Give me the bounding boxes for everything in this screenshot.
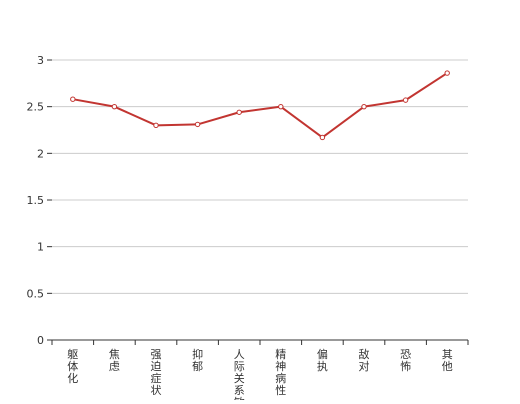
- y-tick-label: 1: [37, 241, 44, 254]
- data-point[interactable]: [444, 70, 450, 76]
- x-tick-label: 偏执: [317, 347, 328, 373]
- series-layer: [70, 70, 450, 141]
- data-point[interactable]: [361, 103, 367, 110]
- data-point[interactable]: [70, 96, 76, 102]
- series-line: [72, 72, 448, 139]
- data-point[interactable]: [236, 109, 242, 115]
- data-point[interactable]: [278, 103, 284, 110]
- y-tick-label: 0.5: [27, 287, 45, 300]
- x-tick-label: 强迫症状: [151, 348, 162, 397]
- x-tick-label: 精神病性: [275, 348, 286, 397]
- data-point[interactable]: [111, 103, 118, 110]
- x-tick-label: 焦虑: [109, 348, 120, 373]
- data-point[interactable]: [153, 122, 159, 129]
- data-point[interactable]: [194, 121, 201, 128]
- x-tick-label: 抑郁: [192, 347, 203, 373]
- x-tick-label: 敌对: [359, 347, 370, 373]
- x-tick-label: 躯体化: [67, 348, 78, 385]
- y-tick-label: 1.5: [27, 194, 45, 207]
- data-point[interactable]: [402, 97, 409, 103]
- x-tick-label: 其他: [442, 348, 453, 373]
- y-axis: 0 0.5 1 1.5 2 2.5 3: [27, 54, 52, 347]
- y-tick-label: 0: [37, 334, 44, 347]
- data-point[interactable]: [319, 134, 326, 141]
- x-axis: 躯体化 焦虑 强迫症状 抑郁 人际关系敏感 精神病性 偏执 敌对 恐怖 其他: [51, 339, 469, 404]
- x-tick-label: 人际关系敏感: [234, 348, 245, 400]
- y-tick-label: 2: [37, 147, 44, 160]
- y-tick-label: 3: [37, 54, 44, 67]
- x-tick-label: 恐怖: [400, 348, 411, 373]
- grid-lines: [52, 59, 468, 294]
- y-tick-label: 2.5: [27, 101, 45, 114]
